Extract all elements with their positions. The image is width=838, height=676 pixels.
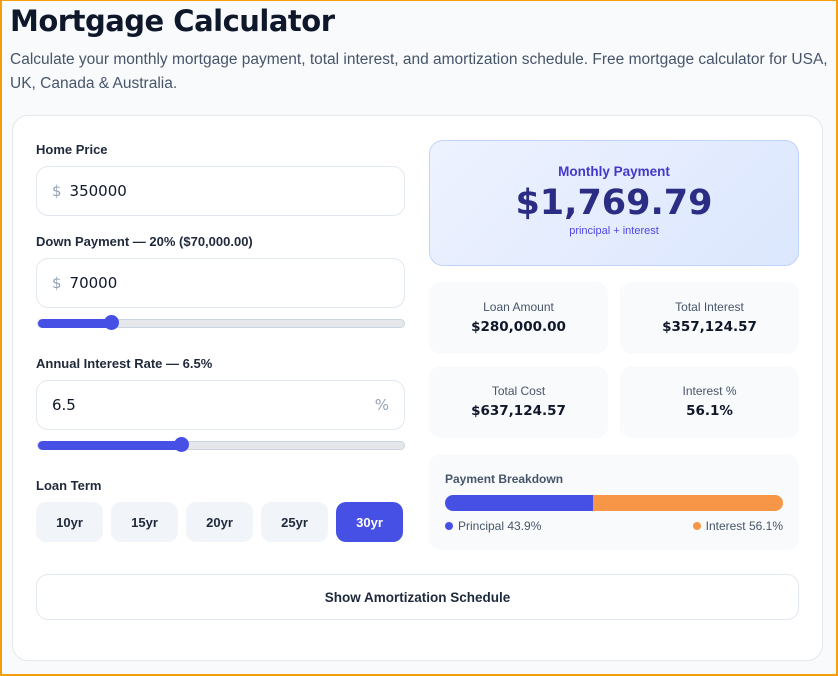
breakdown-bar bbox=[445, 495, 783, 511]
interest-legend: Interest 56.1% bbox=[692, 519, 783, 533]
show-amortization-button[interactable]: Show Amortization Schedule bbox=[36, 574, 799, 620]
stat-label: Loan Amount bbox=[483, 300, 554, 314]
calculator-card: Home Price $ 350000 Down Payment — 20% (… bbox=[12, 115, 823, 661]
stat-total-cost: Total Cost $637,124.57 bbox=[429, 366, 608, 438]
interest-rate-value: 6.5 bbox=[52, 396, 76, 414]
stat-label: Total Interest bbox=[675, 300, 744, 314]
home-price-input[interactable]: $ 350000 bbox=[36, 166, 405, 216]
down-payment-label: Down Payment — 20% ($70,000.00) bbox=[36, 234, 253, 249]
slider-thumb[interactable] bbox=[173, 437, 189, 452]
stat-label: Total Cost bbox=[491, 384, 546, 398]
principal-dot-icon bbox=[445, 522, 453, 530]
percent-suffix: % bbox=[374, 396, 389, 414]
principal-legend: Principal 43.9% bbox=[445, 519, 541, 533]
loan-term-label: Loan Term bbox=[36, 478, 102, 493]
monthly-payment-label: Monthly Payment bbox=[558, 164, 670, 179]
interest-rate-slider[interactable] bbox=[37, 437, 405, 452]
interest-legend-label: Interest 56.1% bbox=[705, 519, 783, 533]
slider-thumb[interactable] bbox=[104, 315, 120, 330]
interest-dot-icon bbox=[692, 522, 701, 530]
term-25yr-button[interactable]: 25yr bbox=[261, 502, 328, 542]
page-title: Mortgage Calculator bbox=[10, 4, 335, 38]
principal-segment bbox=[445, 495, 594, 511]
stat-total-interest: Total Interest $357,124.57 bbox=[620, 282, 799, 354]
term-10yr-button[interactable]: 10yr bbox=[36, 502, 103, 542]
down-payment-value: 70000 bbox=[69, 274, 118, 292]
stat-value: 56.1% bbox=[686, 403, 733, 419]
down-payment-input[interactable]: $ 70000 bbox=[36, 258, 405, 308]
slider-fill bbox=[38, 441, 181, 450]
term-15yr-button[interactable]: 15yr bbox=[111, 502, 178, 542]
stat-label: Interest % bbox=[682, 384, 737, 398]
down-payment-slider[interactable] bbox=[37, 315, 405, 330]
slider-fill bbox=[38, 319, 112, 328]
stat-value: $357,124.57 bbox=[662, 319, 757, 335]
interest-rate-label: Annual Interest Rate — 6.5% bbox=[36, 356, 213, 371]
interest-segment bbox=[593, 495, 783, 511]
stat-interest-pct: Interest % 56.1% bbox=[620, 366, 799, 438]
home-price-label: Home Price bbox=[36, 142, 108, 157]
stat-loan-amount: Loan Amount $280,000.00 bbox=[429, 282, 608, 354]
monthly-payment-note: principal + interest bbox=[569, 225, 659, 237]
interest-rate-input[interactable]: 6.5 % bbox=[36, 380, 405, 430]
term-30yr-button[interactable]: 30yr bbox=[336, 502, 403, 542]
monthly-payment-value: $1,769.79 bbox=[515, 183, 713, 223]
dollar-prefix: $ bbox=[52, 274, 62, 292]
loan-term-options: 10yr 15yr 20yr 25yr 30yr bbox=[36, 502, 403, 542]
home-price-value: 350000 bbox=[69, 182, 127, 200]
term-20yr-button[interactable]: 20yr bbox=[186, 502, 253, 542]
dollar-prefix: $ bbox=[52, 182, 62, 200]
payment-breakdown: Payment Breakdown Principal 43.9% Intere… bbox=[429, 454, 799, 550]
monthly-payment-panel: Monthly Payment $1,769.79 principal + in… bbox=[429, 140, 799, 266]
stat-value: $280,000.00 bbox=[471, 319, 566, 335]
breakdown-title: Payment Breakdown bbox=[445, 472, 564, 486]
principal-legend-label: Principal 43.9% bbox=[458, 519, 542, 533]
page-subtitle: Calculate your monthly mortgage payment,… bbox=[10, 51, 828, 92]
stat-value: $637,124.57 bbox=[471, 403, 566, 419]
